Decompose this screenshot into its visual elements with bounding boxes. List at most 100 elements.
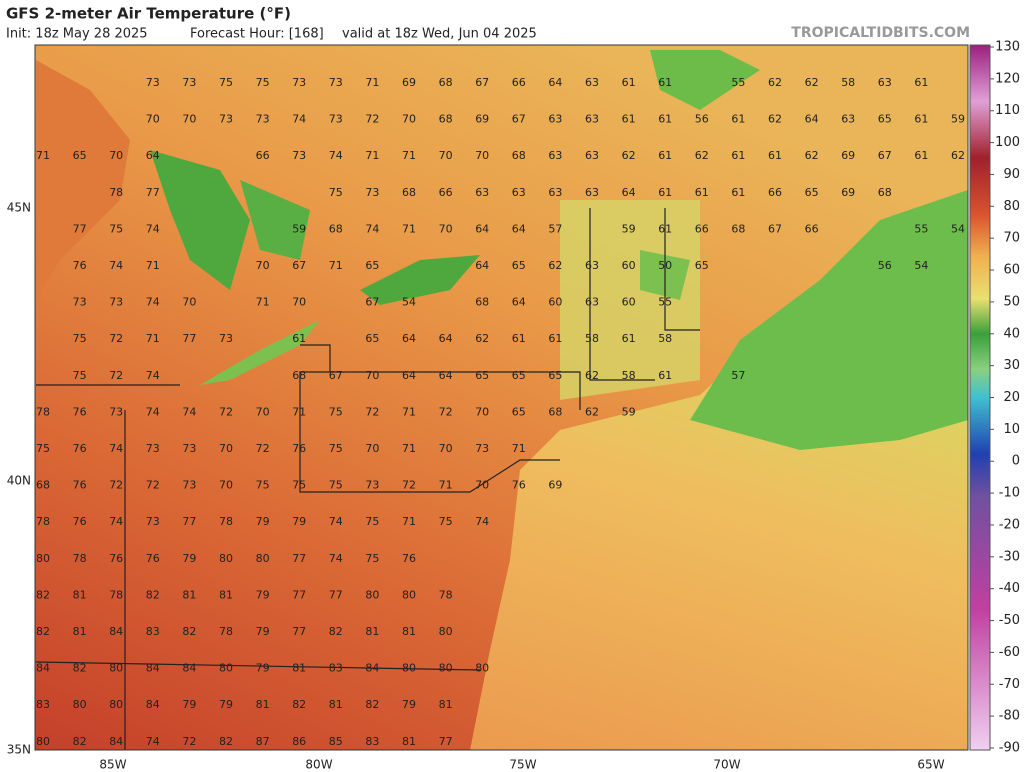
temperature-label: 77 <box>182 515 196 528</box>
colorbar-label: 90 <box>1003 167 1020 182</box>
temperature-label: 78 <box>36 405 50 418</box>
temperature-label: 61 <box>292 332 306 345</box>
temperature-label: 80 <box>73 698 87 711</box>
temperature-label: 73 <box>109 296 123 309</box>
temperature-label: 78 <box>109 588 123 601</box>
temperature-label: 58 <box>585 332 599 345</box>
temperature-label: 75 <box>36 442 50 455</box>
temperature-label: 72 <box>402 479 416 492</box>
temperature-label: 61 <box>512 332 526 345</box>
longitude-label: 70W <box>713 758 740 772</box>
temperature-label: 74 <box>475 515 489 528</box>
colorbar-label: 80 <box>1003 199 1020 214</box>
temperature-label: 70 <box>439 442 453 455</box>
temperature-label: 63 <box>841 113 855 126</box>
temperature-label: 59 <box>951 113 965 126</box>
temperature-label: 74 <box>146 296 160 309</box>
temperature-label: 74 <box>182 405 196 418</box>
temperature-label: 65 <box>512 405 526 418</box>
temperature-label: 63 <box>475 186 489 199</box>
temperature-label: 81 <box>402 625 416 638</box>
temperature-label: 61 <box>658 76 672 89</box>
colorbar-label: -90 <box>999 741 1020 756</box>
temperature-label: 84 <box>109 735 123 748</box>
temperature-label: 64 <box>805 113 819 126</box>
colorbar-label: 120 <box>995 71 1020 86</box>
temperature-label: 77 <box>439 735 453 748</box>
temperature-label: 62 <box>695 149 709 162</box>
temperature-label: 70 <box>109 149 123 162</box>
temperature-label: 71 <box>402 405 416 418</box>
temperature-label: 81 <box>256 698 270 711</box>
temperature-label: 63 <box>512 186 526 199</box>
temperature-label: 75 <box>73 332 87 345</box>
colorbar-label: 20 <box>1003 390 1020 405</box>
temperature-label: 80 <box>256 552 270 565</box>
temperature-label: 72 <box>365 113 379 126</box>
colorbar-label: 30 <box>1003 358 1020 373</box>
temperature-label: 75 <box>329 479 343 492</box>
temperature-label: 85 <box>329 735 343 748</box>
temperature-label: 62 <box>622 149 636 162</box>
colorbar-label: 10 <box>1003 422 1020 437</box>
temperature-label: 73 <box>146 515 160 528</box>
temperature-label: 64 <box>146 149 160 162</box>
temperature-label: 64 <box>622 186 636 199</box>
temperature-label: 72 <box>219 405 233 418</box>
temperature-label: 74 <box>109 442 123 455</box>
temperature-label: 73 <box>182 479 196 492</box>
temperature-label: 70 <box>256 259 270 272</box>
temperature-label: 70 <box>182 113 196 126</box>
temperature-label: 72 <box>109 369 123 382</box>
temperature-label: 73 <box>292 149 306 162</box>
temperature-label: 62 <box>585 369 599 382</box>
temperature-label: 70 <box>146 113 160 126</box>
temperature-label: 79 <box>256 625 270 638</box>
temperature-label: 73 <box>292 76 306 89</box>
colorbar-label: 50 <box>1003 294 1020 309</box>
temperature-label: 69 <box>402 76 416 89</box>
temperature-label: 57 <box>731 369 745 382</box>
temperature-label: 83 <box>329 662 343 675</box>
temperature-label: 70 <box>402 113 416 126</box>
temperature-label: 65 <box>365 332 379 345</box>
temperature-label: 69 <box>841 186 855 199</box>
temperature-label: 71 <box>402 149 416 162</box>
temperature-label: 55 <box>731 76 745 89</box>
temperature-label: 84 <box>146 698 160 711</box>
temperature-label: 78 <box>219 625 233 638</box>
source: TROPICALTIDBITS.COM <box>791 25 970 41</box>
temperature-label: 74 <box>146 735 160 748</box>
temperature-label: 75 <box>439 515 453 528</box>
temperature-label: 80 <box>219 662 233 675</box>
temperature-label: 81 <box>219 588 233 601</box>
temperature-label: 59 <box>292 222 306 235</box>
temperature-label: 70 <box>219 442 233 455</box>
temperature-label: 83 <box>146 625 160 638</box>
temperature-label: 77 <box>146 186 160 199</box>
temperature-label: 54 <box>951 222 965 235</box>
latitude-label: 45N <box>7 201 31 215</box>
temperature-label: 54 <box>914 259 928 272</box>
temperature-label: 54 <box>402 296 416 309</box>
temperature-label: 68 <box>292 369 306 382</box>
temperature-label: 76 <box>73 515 87 528</box>
temperature-label: 80 <box>365 588 379 601</box>
temperature-label: 61 <box>658 369 672 382</box>
temperature-label: 80 <box>36 552 50 565</box>
temperature-label: 79 <box>402 698 416 711</box>
temperature-label: 63 <box>585 149 599 162</box>
temperature-label: 73 <box>182 76 196 89</box>
temperature-label: 72 <box>109 332 123 345</box>
temperature-label: 65 <box>695 259 709 272</box>
temperature-label: 73 <box>73 296 87 309</box>
temperature-label: 61 <box>548 332 562 345</box>
temperature-label: 69 <box>841 149 855 162</box>
temperature-label: 63 <box>548 113 562 126</box>
temperature-label: 61 <box>622 332 636 345</box>
temperature-label: 71 <box>365 149 379 162</box>
colorbar-label: 0 <box>1012 454 1020 469</box>
temperature-label: 80 <box>109 662 123 675</box>
temperature-label: 74 <box>365 222 379 235</box>
colorbar-label: -80 <box>999 709 1020 724</box>
